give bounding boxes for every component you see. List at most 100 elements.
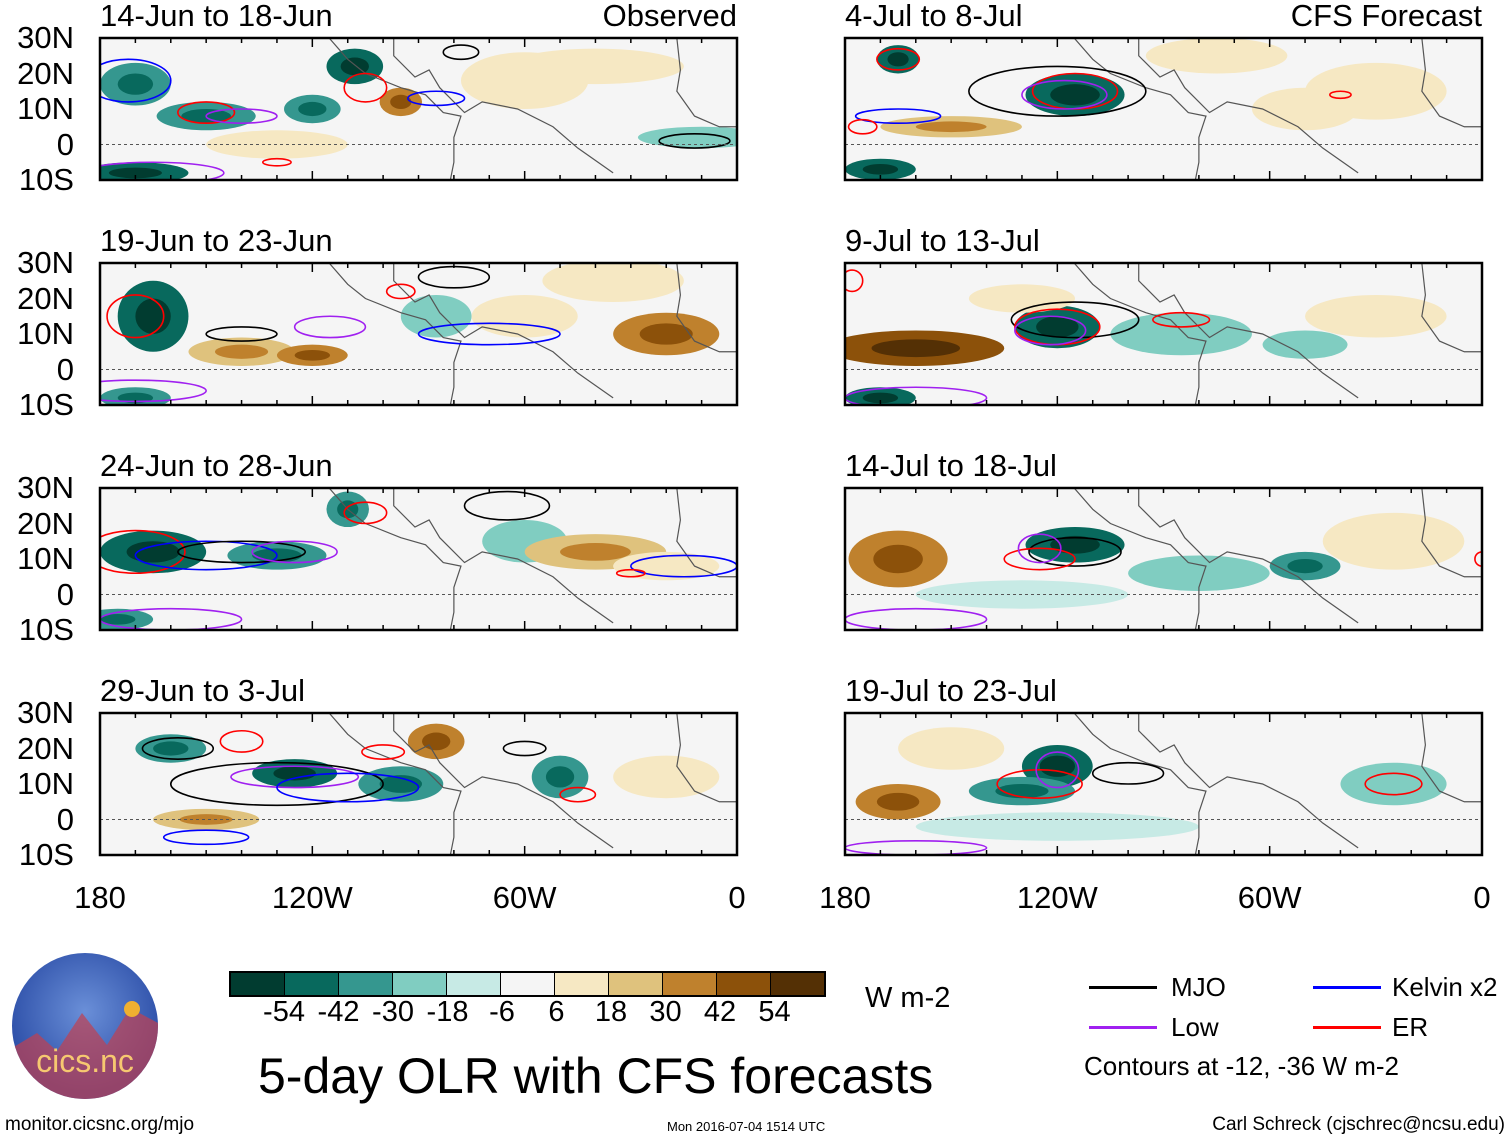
olr-anomaly-blob	[871, 339, 961, 358]
wave-contour	[293, 315, 367, 339]
coastline	[1138, 488, 1359, 624]
wave-contour	[502, 740, 547, 757]
wave-contour	[230, 765, 360, 789]
olr-anomaly-blob	[135, 298, 171, 334]
olr-anomaly-blob	[1036, 316, 1079, 338]
olr-anomaly-blob	[1110, 312, 1252, 356]
wave-contour	[1035, 751, 1080, 789]
map-panel: 29-Jun to 3-Jul 30N 20N 10N 0 10S	[17, 673, 739, 872]
olr-anomaly-blob	[1322, 512, 1465, 570]
olr-anomaly-blob	[1128, 555, 1270, 591]
wave-contour	[559, 786, 597, 803]
coastline	[1073, 263, 1207, 405]
wave-contour	[1364, 772, 1423, 796]
lat-label: 10N	[17, 316, 74, 351]
map-panel: 9-Jul to 13-Jul	[843, 223, 1484, 407]
olr-anomaly-blob	[1340, 762, 1447, 806]
olr-anomaly-blob	[898, 727, 1005, 770]
panel-date-range: 19-Jul to 23-Jul	[845, 673, 1057, 708]
panel-date-range: 29-Jun to 3-Jul	[100, 673, 306, 708]
wave-contour	[658, 133, 731, 149]
wave-contour	[876, 47, 921, 71]
wave-contour	[100, 58, 172, 103]
colorbar-swatch	[555, 973, 609, 995]
wave-contour	[463, 490, 551, 521]
olr-map	[98, 36, 739, 182]
lon-label: 180	[819, 880, 871, 915]
legend-low-line	[1089, 1026, 1157, 1029]
wave-contour	[615, 568, 646, 578]
lat-label: 30N	[17, 695, 74, 730]
wave-contour	[100, 529, 186, 574]
wave-contour	[968, 65, 1147, 117]
wave-contour	[276, 772, 420, 803]
coastline	[1421, 488, 1482, 578]
olr-anomaly-blob	[887, 52, 909, 67]
olr-map	[843, 36, 1484, 182]
wave-contour	[996, 768, 1083, 799]
olr-anomaly-blob	[915, 812, 1199, 841]
olr-map	[843, 711, 1484, 857]
panel-date-range: 19-Jun to 23-Jun	[100, 223, 333, 258]
coastline	[393, 38, 614, 174]
map-panel: 14-Jul to 18-Jul	[843, 448, 1484, 632]
colorbar-label: 54	[758, 996, 791, 1028]
wave-contour	[343, 501, 388, 525]
olr-anomaly-blob	[639, 323, 693, 345]
wave-contour	[854, 108, 942, 124]
coastline	[1421, 713, 1482, 803]
wave-contour	[361, 744, 406, 760]
olr-anomaly-blob	[506, 48, 684, 85]
colorbar-label: -42	[317, 996, 360, 1028]
lon-label: 0	[728, 880, 746, 915]
olr-anomaly-blob	[1145, 38, 1288, 74]
olr-anomaly-blob	[1305, 62, 1447, 120]
olr-anomaly-blob	[1287, 559, 1323, 574]
olr-anomaly-blob	[637, 126, 737, 149]
olr-anomaly-blob	[126, 541, 180, 563]
legend-er-label: ER	[1392, 1012, 1429, 1042]
lon-label: 180	[74, 880, 126, 915]
wave-contour	[1014, 315, 1087, 346]
wave-contour	[100, 161, 225, 180]
colorbar-swatch	[285, 973, 339, 995]
wave-contour	[162, 829, 250, 846]
colorbar-label: 30	[649, 996, 682, 1028]
lat-label: 30N	[17, 470, 74, 505]
olr-anomaly-blob	[545, 766, 575, 788]
colorbar-label: -54	[263, 996, 305, 1028]
wave-contour	[343, 72, 388, 103]
coastline	[1421, 38, 1482, 128]
colorbar-swatch	[717, 973, 771, 995]
lon-label: 120W	[1016, 880, 1098, 915]
wave-contour	[385, 283, 416, 300]
lat-label: 20N	[17, 505, 74, 541]
olr-anomaly-blob	[873, 544, 923, 574]
logo-text: cics.nc	[36, 1043, 134, 1079]
olr-anomaly-blob	[613, 755, 720, 799]
olr-anomaly-blob	[179, 814, 233, 825]
coastline	[393, 713, 614, 849]
olr-map	[843, 261, 1484, 407]
wave-contour	[261, 157, 292, 167]
wave-contour	[1152, 311, 1211, 328]
lon-label: 60W	[1237, 880, 1302, 915]
wave-contour	[1028, 536, 1122, 567]
panel-date-range: 4-Jul to 8-Jul	[845, 0, 1023, 33]
coastline	[676, 488, 737, 578]
colorbar-label: 42	[703, 996, 737, 1028]
map-panel: 4-Jul to 8-Jul CFS Forecast	[843, 0, 1484, 182]
wave-contour	[630, 554, 737, 578]
olr-anomaly-blob	[1305, 294, 1447, 338]
lat-label: 10S	[18, 837, 74, 872]
olr-anomaly-blob	[915, 121, 987, 133]
legend-kelvin-label: Kelvin x2	[1392, 972, 1498, 1002]
coastline	[676, 38, 737, 128]
olr-anomaly-blob	[294, 349, 331, 361]
olr-anomaly-blob	[613, 551, 720, 581]
colorbar	[229, 971, 826, 997]
lat-label: 30N	[17, 20, 74, 55]
olr-anomaly-blob	[100, 614, 136, 625]
wave-contour	[100, 607, 243, 630]
panel-date-range: 14-Jun to 18-Jun	[100, 0, 333, 33]
